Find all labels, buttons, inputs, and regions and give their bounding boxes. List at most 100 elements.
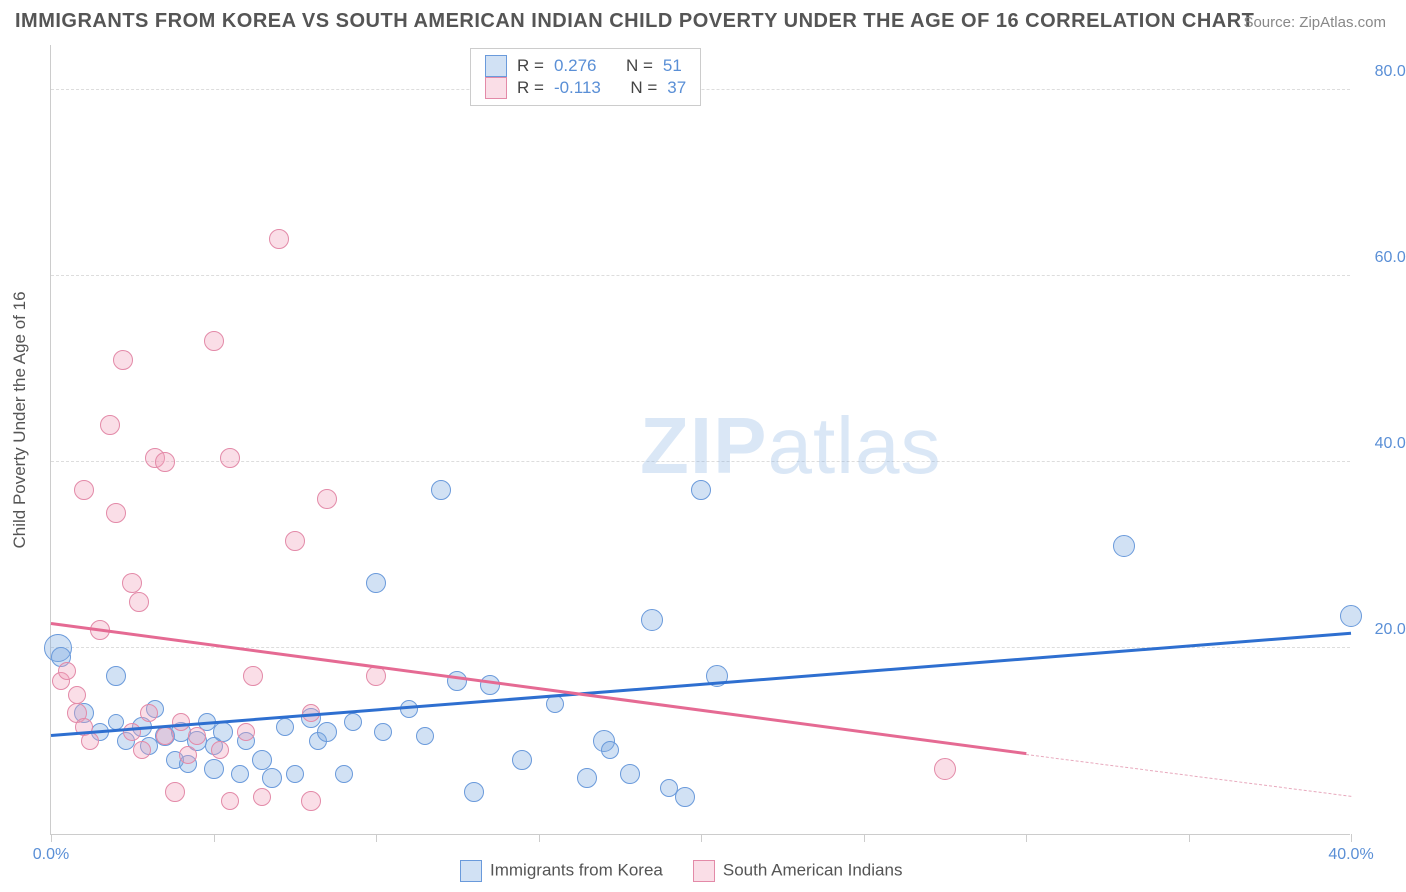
correlation-legend: R = 0.276 N = 51 R = -0.113 N = 37 [470,48,701,106]
scatter-point [447,671,467,691]
x-tick-label: 0.0% [33,846,69,864]
watermark-bold: ZIP [640,401,767,490]
x-tick [51,834,52,842]
scatter-point [480,675,500,695]
scatter-point [252,750,272,770]
scatter-point [601,741,619,759]
correlation-row-2: R = -0.113 N = 37 [485,77,686,99]
r-label: R = [517,56,544,76]
scatter-point [285,531,305,551]
scatter-point [211,741,229,759]
scatter-point [204,759,224,779]
scatter-point [106,666,126,686]
y-tick-label: 20.0% [1360,621,1406,639]
x-tick [864,834,865,842]
scatter-point [220,448,240,468]
source-label: Source: ZipAtlas.com [1243,14,1386,31]
legend-item-2: South American Indians [693,860,903,882]
legend-swatch-blue [485,55,507,77]
scatter-point [431,480,451,500]
x-tick [214,834,215,842]
legend-swatch-pink [693,860,715,882]
scatter-point [374,723,392,741]
watermark: ZIPatlas [640,400,941,492]
scatter-point [155,452,175,472]
scatter-point [464,782,484,802]
watermark-light: atlas [767,401,941,490]
x-tick [1351,834,1352,842]
scatter-point [140,704,158,722]
y-tick-label: 40.0% [1360,435,1406,453]
scatter-point [577,768,597,788]
scatter-point [675,787,695,807]
r-value-2: -0.113 [554,78,601,98]
legend-item-1: Immigrants from Korea [460,860,663,882]
x-tick [1189,834,1190,842]
scatter-point [262,768,282,788]
x-tick-label: 40.0% [1328,846,1373,864]
scatter-point [58,662,76,680]
series-legend: Immigrants from Korea South American Ind… [460,860,902,882]
scatter-point [165,782,185,802]
scatter-point [344,713,362,731]
y-tick-label: 80.0% [1360,63,1406,81]
scatter-point [243,666,263,686]
correlation-row-1: R = 0.276 N = 51 [485,55,686,77]
r-value-1: 0.276 [554,56,597,76]
scatter-point [317,489,337,509]
x-tick [376,834,377,842]
scatter-point [122,573,142,593]
x-tick [539,834,540,842]
chart-title: IMMIGRANTS FROM KOREA VS SOUTH AMERICAN … [15,10,1254,33]
scatter-point [620,764,640,784]
scatter-point [934,758,956,780]
grid-line [51,275,1350,276]
scatter-point [416,727,434,745]
legend-swatch-pink [485,77,507,99]
scatter-point [366,666,386,686]
scatter-point [301,791,321,811]
scatter-point [123,723,141,741]
scatter-point [366,573,386,593]
scatter-point [129,592,149,612]
scatter-point [269,229,289,249]
r-label: R = [517,78,544,98]
scatter-point [512,750,532,770]
n-value-2: 37 [667,78,686,98]
scatter-point [81,732,99,750]
scatter-point [231,765,249,783]
n-label: N = [630,78,657,98]
scatter-point [106,503,126,523]
y-tick-label: 60.0% [1360,249,1406,267]
scatter-point [221,792,239,810]
scatter-point [317,722,337,742]
scatter-point [253,788,271,806]
scatter-point [1340,605,1362,627]
scatter-point [213,722,233,742]
legend-swatch-blue [460,860,482,882]
scatter-point [641,609,663,631]
scatter-point [204,331,224,351]
x-tick [701,834,702,842]
scatter-point [188,727,206,745]
scatter-point [335,765,353,783]
scatter-point [179,746,197,764]
trend-line [1026,754,1351,797]
y-axis-label: Child Poverty Under the Age of 16 [10,291,30,548]
scatter-point [237,723,255,741]
legend-label-2: South American Indians [723,860,903,879]
scatter-point [156,727,174,745]
scatter-point [133,741,151,759]
scatter-point [68,686,86,704]
n-label: N = [626,56,653,76]
scatter-point [74,480,94,500]
scatter-point [286,765,304,783]
scatter-point [276,718,294,736]
scatter-point [1113,535,1135,557]
legend-label-1: Immigrants from Korea [490,860,663,879]
scatter-point [100,415,120,435]
n-value-1: 51 [663,56,682,76]
scatter-point [113,350,133,370]
scatter-point [546,695,564,713]
x-tick [1026,834,1027,842]
